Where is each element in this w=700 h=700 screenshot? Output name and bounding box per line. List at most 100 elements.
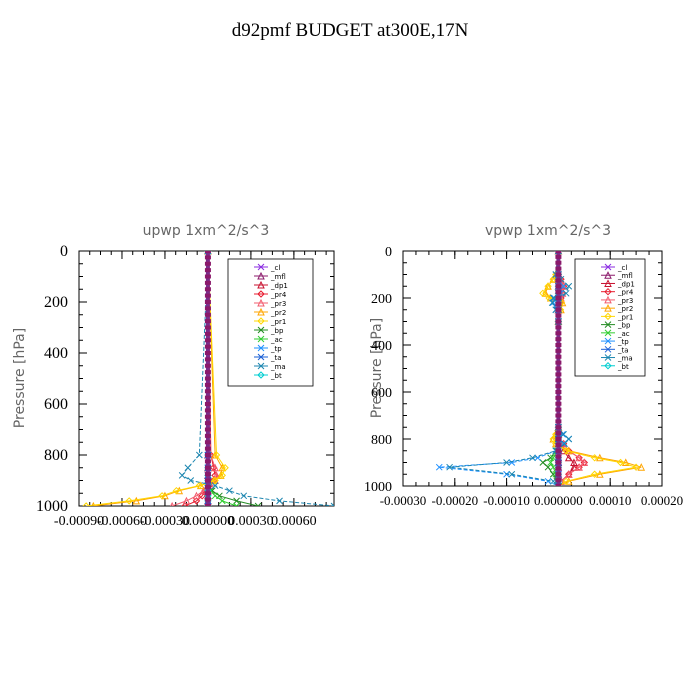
zero-line-marker (555, 325, 562, 330)
zero-line-marker (204, 402, 211, 406)
data-point-pr1 (590, 470, 599, 478)
legend-marker (604, 304, 612, 312)
data-point-pr3 (575, 453, 583, 462)
data-point-pr1 (172, 486, 181, 495)
zero-line-marker (555, 448, 562, 453)
zero-line-marker (204, 325, 211, 330)
y-tick-label: 600 (44, 396, 68, 413)
data-point-ma (330, 502, 334, 506)
legend-marker (257, 263, 265, 271)
zero-line-marker (204, 414, 211, 419)
legend-marker (604, 354, 612, 361)
data-point-pr2 (541, 289, 550, 297)
data-point-ma (211, 482, 219, 489)
data-point-ma (187, 477, 195, 484)
legend-label: _bt (617, 363, 629, 371)
data-point-tp (560, 282, 567, 290)
legend-label: _pr1 (617, 313, 633, 321)
zero-line-marker (555, 278, 562, 283)
legend-label: _bt (270, 372, 282, 380)
zero-line-marker (555, 442, 562, 447)
legend-marker (604, 337, 612, 345)
chart-panel-2: vpwp 1xm^2/s^3 Pressure [hPa] 0 200 400 600 80… (364, 223, 683, 508)
legend-label: _bp (270, 327, 284, 335)
zero-line-marker (204, 421, 211, 426)
data-point-pr3 (575, 463, 583, 471)
zero-line-marker (555, 395, 562, 400)
legend-label: _ma (617, 355, 633, 363)
legend-marker (604, 321, 612, 328)
y-tick-label: 600 (371, 386, 392, 401)
zero-line-marker (555, 360, 562, 365)
panel-title: upwp 1xm^2/s^3 (143, 223, 270, 239)
y-tick-label: 0 (60, 243, 68, 260)
y-tick-label: 200 (371, 292, 392, 307)
zero-line-marker (204, 395, 211, 400)
zero-line-marker (204, 491, 211, 496)
data-point-pr1 (212, 451, 221, 459)
data-point-pr4 (198, 492, 206, 500)
zero-line-marker (555, 331, 562, 336)
zero-line-marker (204, 287, 211, 292)
data-point-pr1 (562, 477, 570, 486)
zero-line-marker (555, 348, 562, 353)
zero-line-marker (555, 307, 562, 312)
data-point-bp (254, 502, 262, 506)
y-tick-label: 800 (44, 447, 68, 464)
data-point-pr1 (549, 275, 557, 283)
zero-line-marker (555, 254, 562, 259)
zero-line-marker (204, 319, 211, 324)
chart-panel-1: upwp 1xm^2/s^3 Pressure [hPa] 0 200 400 600 80… (12, 223, 335, 529)
y-axis-label: Pressure [hPa] (12, 328, 28, 428)
zero-line-marker (555, 413, 562, 418)
zero-line-marker (555, 296, 562, 300)
data-point-ma (226, 487, 233, 495)
legend-marker (604, 295, 612, 304)
data-point-pr2 (132, 496, 141, 505)
x-tick-label: 0.00010 (589, 493, 631, 508)
zero-line-marker (555, 425, 562, 430)
zero-line-marker (204, 478, 211, 483)
legend-label: _tp (270, 345, 282, 353)
data-point-ma (548, 299, 556, 307)
zero-line-marker (555, 337, 562, 342)
zero-line-marker (555, 251, 562, 253)
legend-marker (257, 280, 265, 289)
data-point-ma (529, 454, 536, 462)
legend-label: _tp (617, 338, 629, 346)
data-point-ma (240, 492, 248, 500)
legend-marker (604, 271, 612, 279)
legend-label: _pr3 (617, 297, 633, 305)
zero-line-marker (204, 344, 211, 349)
data-point-tp (544, 477, 552, 485)
data-point-ma (562, 289, 570, 297)
legend-marker (257, 307, 265, 316)
zero-line-marker (555, 284, 562, 289)
x-tick-label: -0.00090 (54, 514, 104, 529)
legend-marker (257, 317, 265, 325)
zero-line-marker (555, 272, 562, 277)
zero-line-marker (204, 357, 211, 362)
x-tick-label: -0.00010 (483, 493, 530, 508)
zero-line-marker (204, 408, 211, 413)
data-point-ma (178, 472, 186, 479)
legend-label: _cl (270, 264, 280, 272)
data-point-tp (435, 463, 443, 471)
legend-label: _pr3 (270, 300, 286, 308)
data-point-pr1 (562, 447, 570, 455)
zero-line-marker (204, 465, 211, 470)
data-point-pr1 (632, 463, 640, 471)
data-point-ma (446, 463, 453, 471)
legend-label: _dp1 (617, 280, 635, 288)
zero-line-marker (204, 382, 211, 387)
zero-line-marker (555, 478, 562, 483)
zero-line-marker (555, 466, 562, 471)
y-tick-label: 400 (44, 345, 68, 362)
zero-line-marker (204, 351, 211, 355)
legend-label: _ta (617, 346, 629, 354)
data-point-pr1 (195, 481, 204, 490)
data-point-bp (544, 463, 552, 471)
x-tick-label: -0.00030 (380, 493, 427, 508)
legend-label: _ta (270, 354, 282, 362)
